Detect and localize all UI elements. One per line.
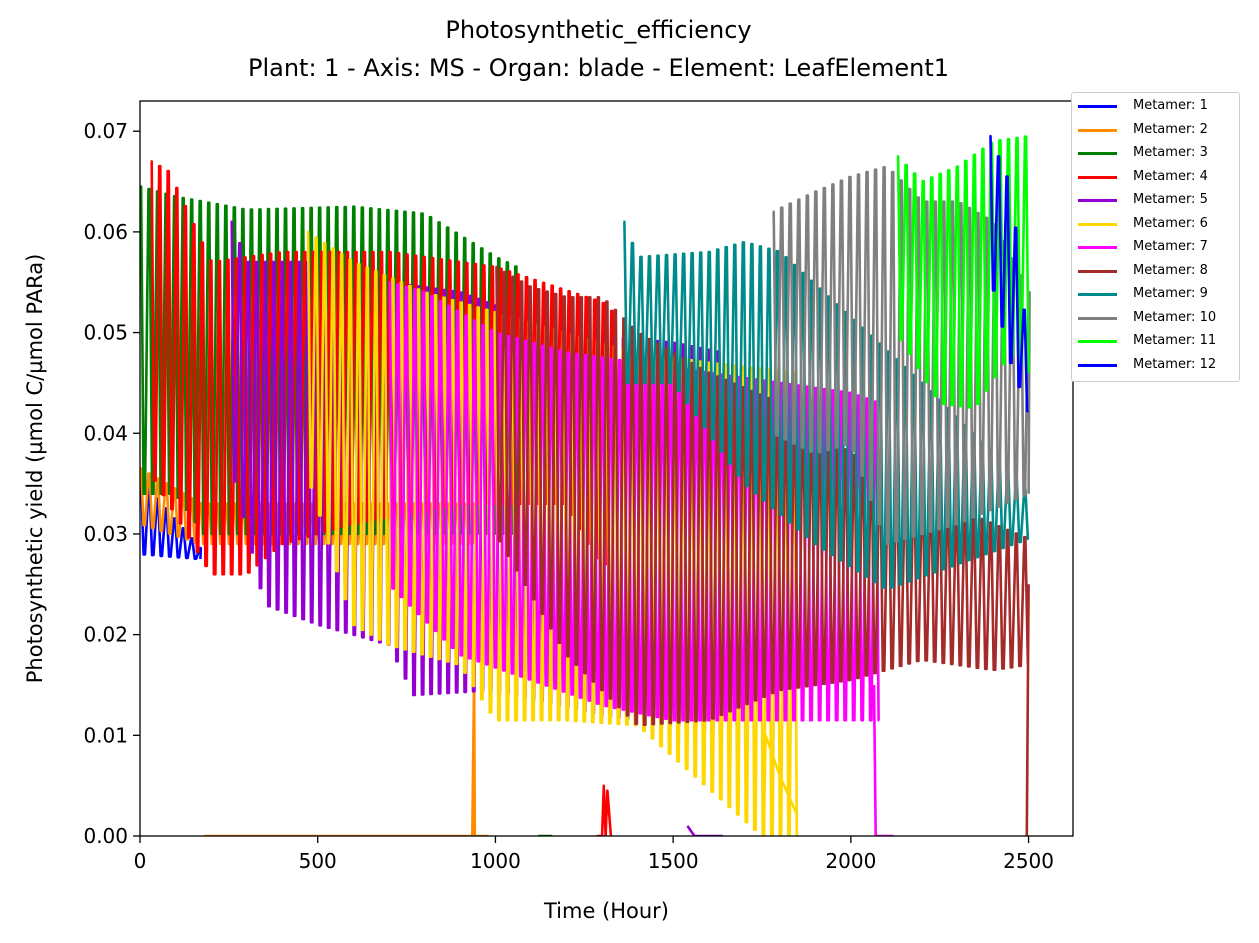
legend-item-metamer-1: Metamer: 1 — [1078, 95, 1238, 117]
legend-swatch — [1078, 269, 1117, 273]
legend-label: Metamer: 2 — [1133, 121, 1208, 137]
legend-item-metamer-3: Metamer: 3 — [1078, 142, 1238, 164]
legend-item-metamer-12: Metamer: 12 — [1078, 354, 1238, 376]
legend-swatch — [1078, 222, 1117, 226]
chart-title: Photosynthetic_efficiency — [445, 16, 752, 44]
legend-label: Metamer: 7 — [1133, 239, 1208, 254]
y-tick-label: 0.05 — [83, 321, 128, 345]
x-tick-label: 1500 — [648, 849, 699, 873]
legend-label: Metamer: 3 — [1133, 145, 1208, 160]
x-tick-label: 2500 — [1003, 849, 1054, 873]
x-axis-label: Time (Hour) — [543, 899, 669, 923]
plot-area — [140, 134, 1031, 836]
series-line-metamer-3 — [140, 185, 553, 836]
plot-frame — [139, 100, 1074, 837]
y-tick-label: 0.03 — [83, 522, 128, 546]
legend-label: Metamer: 12 — [1133, 356, 1217, 372]
y-tick-label: 0.04 — [83, 421, 128, 445]
legend-swatch — [1078, 246, 1117, 249]
legend-label: Metamer: 10 — [1133, 309, 1217, 325]
chart-subtitle: Plant: 1 - Axis: MS - Organ: blade - Ele… — [247, 54, 950, 82]
legend-item-metamer-6: Metamer: 6 — [1078, 213, 1238, 235]
legend-item-metamer-7: Metamer: 7 — [1078, 236, 1238, 258]
x-tick-label: 2000 — [825, 849, 876, 873]
legend-label: Metamer: 4 — [1133, 168, 1208, 184]
x-tick-label: 500 — [299, 849, 337, 873]
x-tick-label: 1000 — [470, 849, 521, 873]
y-tick-label: 0.07 — [83, 119, 128, 143]
legend-item-metamer-8: Metamer: 8 — [1078, 260, 1238, 282]
legend-item-metamer-2: Metamer: 2 — [1078, 119, 1238, 141]
legend-label: Metamer: 8 — [1133, 262, 1208, 278]
legend-item-metamer-11: Metamer: 11 — [1078, 330, 1238, 352]
y-tick-label: 0.06 — [83, 220, 128, 244]
legend-item-metamer-10: Metamer: 10 — [1078, 307, 1238, 329]
legend-swatch — [1078, 128, 1117, 132]
legend-swatch — [1078, 316, 1117, 320]
legend-item-metamer-4: Metamer: 4 — [1078, 166, 1238, 188]
legend-swatch — [1078, 363, 1117, 367]
y-axis-label: Photosynthetic yield (µmol C/µmol PARa) — [23, 254, 47, 684]
y-tick-label: 0.00 — [83, 824, 128, 848]
series-line-metamer-12 — [989, 134, 1029, 413]
x-tick-label: 0 — [134, 849, 147, 873]
legend-label: Metamer: 11 — [1133, 333, 1217, 348]
legend-label: Metamer: 9 — [1133, 286, 1208, 301]
legend-label: Metamer: 5 — [1133, 192, 1208, 207]
legend-swatch — [1078, 340, 1117, 343]
series-line-metamer-10 — [772, 166, 1031, 545]
chart-legend: Metamer: 1 Metamer: 2 Metamer: 3 Metamer: 4… — [1071, 92, 1240, 382]
legend-item-metamer-9: Metamer: 9 — [1078, 283, 1238, 305]
legend-item-metamer-5: Metamer: 5 — [1078, 189, 1238, 211]
legend-label: Metamer: 6 — [1133, 215, 1208, 231]
legend-swatch — [1078, 199, 1117, 202]
y-tick-label: 0.02 — [83, 623, 128, 647]
legend-swatch — [1078, 105, 1117, 108]
legend-swatch — [1078, 152, 1117, 155]
y-tick-label: 0.01 — [83, 723, 128, 747]
legend-swatch — [1078, 175, 1117, 179]
legend-swatch — [1078, 293, 1117, 296]
legend-label: Metamer: 1 — [1133, 98, 1208, 113]
